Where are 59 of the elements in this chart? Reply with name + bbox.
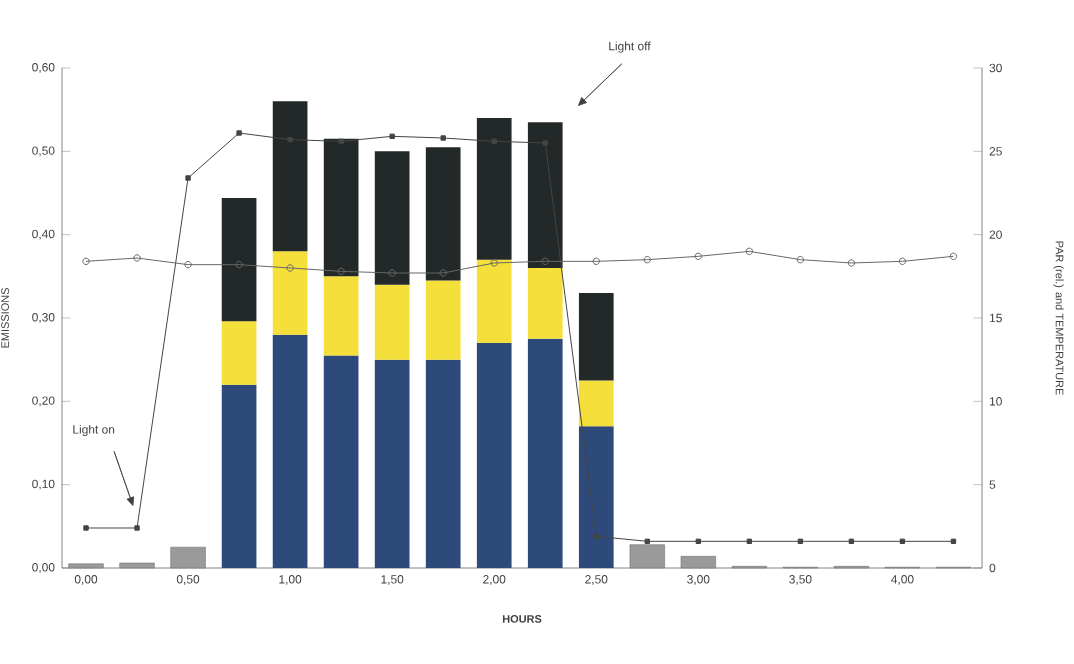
point xyxy=(388,269,396,277)
point xyxy=(848,538,855,545)
bar xyxy=(323,276,359,356)
point xyxy=(694,252,703,261)
point xyxy=(695,538,702,545)
bar xyxy=(578,426,614,568)
bar xyxy=(527,338,563,568)
bar xyxy=(476,343,512,568)
point xyxy=(235,260,243,269)
point xyxy=(797,538,804,545)
point xyxy=(439,269,447,277)
point xyxy=(950,538,957,545)
point xyxy=(389,133,395,140)
point xyxy=(644,538,650,545)
point xyxy=(643,255,651,264)
point xyxy=(236,130,242,136)
bar xyxy=(323,138,359,277)
bar xyxy=(374,284,410,360)
bar xyxy=(170,546,206,569)
point xyxy=(745,247,754,256)
bar xyxy=(374,151,410,285)
point xyxy=(898,257,907,266)
bar xyxy=(221,321,257,385)
point xyxy=(746,538,753,545)
bar xyxy=(476,117,512,260)
point xyxy=(133,254,141,262)
point xyxy=(440,135,446,141)
point xyxy=(899,538,906,545)
point xyxy=(286,264,294,272)
bar xyxy=(425,359,461,568)
point xyxy=(184,260,192,269)
point xyxy=(134,525,140,531)
point xyxy=(337,267,345,276)
point xyxy=(847,259,856,267)
point xyxy=(541,257,549,266)
bar xyxy=(578,293,614,381)
bar xyxy=(425,280,461,360)
point xyxy=(490,259,498,267)
bar xyxy=(680,556,716,569)
point xyxy=(592,257,600,266)
bar xyxy=(119,562,155,569)
bar xyxy=(425,147,461,281)
bar xyxy=(272,101,308,252)
point xyxy=(83,525,89,531)
bar xyxy=(221,384,257,568)
bar xyxy=(323,355,359,568)
point xyxy=(185,175,191,181)
point xyxy=(593,533,599,540)
bar xyxy=(527,122,563,268)
bar xyxy=(527,268,563,339)
bar xyxy=(272,251,308,335)
point xyxy=(796,255,805,264)
bar xyxy=(374,359,410,568)
bar xyxy=(221,198,257,322)
bar xyxy=(68,563,104,569)
bar xyxy=(629,544,665,569)
bar xyxy=(476,259,512,343)
bar xyxy=(578,380,614,427)
bar xyxy=(272,334,308,568)
